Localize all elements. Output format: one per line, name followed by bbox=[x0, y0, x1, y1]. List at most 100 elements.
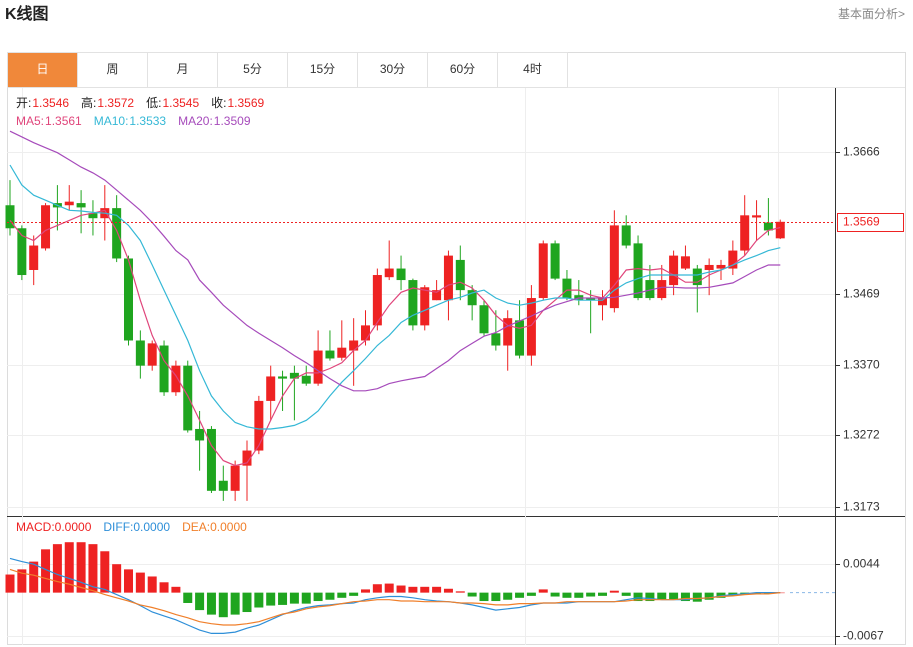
tab-label[interactable]: 15分 bbox=[310, 62, 335, 76]
macd-bar bbox=[64, 542, 74, 593]
legend-text: MA20: bbox=[178, 114, 213, 128]
macd-bar bbox=[266, 592, 276, 606]
y-tick-label: 1.3272 bbox=[843, 428, 880, 442]
macd-bar bbox=[135, 572, 145, 593]
candle-body bbox=[349, 340, 359, 351]
candle-body bbox=[728, 250, 738, 269]
candle-body bbox=[526, 298, 536, 356]
tab-label[interactable]: 60分 bbox=[450, 62, 475, 76]
legend-text: 低: bbox=[146, 96, 161, 110]
tab-label[interactable]: 周 bbox=[106, 62, 118, 76]
legend-text: 1.3509 bbox=[214, 114, 251, 128]
macd-bar bbox=[515, 592, 525, 598]
candle-body bbox=[680, 256, 690, 269]
macd-bar bbox=[716, 592, 726, 598]
widget-title: K线图 bbox=[5, 4, 49, 23]
macd-bar bbox=[550, 592, 560, 597]
macd-bar bbox=[230, 592, 240, 615]
y-tick-label: 1.3370 bbox=[843, 358, 880, 372]
candle-body bbox=[562, 278, 572, 299]
candle-body bbox=[266, 376, 276, 401]
candle-body bbox=[124, 258, 133, 341]
candle-body bbox=[112, 208, 122, 259]
candle-body bbox=[325, 350, 335, 359]
y-tick-label: 0.0044 bbox=[843, 557, 880, 571]
candle-body bbox=[716, 264, 726, 269]
macd-bar bbox=[100, 551, 110, 593]
macd-bar bbox=[479, 592, 489, 602]
macd-bar bbox=[752, 592, 762, 594]
candle-body bbox=[645, 280, 655, 299]
legend-text: 收: bbox=[211, 96, 226, 110]
legend-text: 1.3533 bbox=[129, 114, 166, 128]
tab-label[interactable]: 4时 bbox=[523, 62, 542, 76]
macd-bar bbox=[384, 583, 394, 593]
candle-body bbox=[361, 325, 370, 341]
tab-label[interactable]: 日 bbox=[36, 62, 48, 76]
candle-body bbox=[206, 428, 216, 491]
macd-bar bbox=[171, 586, 181, 593]
y-tick-label: 1.3469 bbox=[843, 287, 880, 301]
macd-bar bbox=[278, 592, 288, 605]
candle-body bbox=[609, 225, 619, 309]
indicator-line bbox=[9, 209, 781, 467]
macd-bar bbox=[242, 592, 252, 613]
candle-body bbox=[147, 343, 157, 366]
candle-body bbox=[301, 375, 311, 384]
candle-body bbox=[621, 225, 631, 246]
candle-body bbox=[443, 255, 453, 301]
tab-label[interactable]: 5分 bbox=[243, 62, 262, 76]
macd-bar bbox=[52, 544, 62, 593]
candle-body bbox=[289, 372, 299, 379]
candle-body bbox=[278, 376, 288, 379]
candle-body bbox=[598, 298, 607, 306]
candle-body bbox=[752, 215, 762, 218]
candle-body bbox=[17, 228, 27, 276]
candle-body bbox=[669, 255, 679, 286]
candle-body bbox=[372, 275, 382, 326]
macd-bar bbox=[41, 549, 51, 593]
tab-label[interactable]: 月 bbox=[176, 62, 188, 76]
tab[interactable] bbox=[217, 52, 288, 88]
macd-bar bbox=[88, 544, 98, 593]
candle-body bbox=[740, 215, 750, 251]
macd-bar bbox=[420, 586, 430, 593]
tab[interactable] bbox=[497, 52, 568, 88]
tab[interactable] bbox=[77, 52, 148, 88]
candle-body bbox=[479, 305, 489, 334]
candle-body bbox=[455, 259, 465, 291]
macd-bar bbox=[195, 592, 205, 611]
tab[interactable] bbox=[147, 52, 218, 88]
macd-bar bbox=[526, 592, 536, 596]
candle-body bbox=[657, 280, 667, 299]
macd-bar bbox=[206, 592, 216, 615]
macd-bar bbox=[609, 590, 619, 593]
tab[interactable] bbox=[287, 52, 358, 88]
macd-bar bbox=[124, 569, 133, 593]
macd-bar bbox=[455, 591, 465, 593]
indicator-line bbox=[9, 568, 781, 626]
tab-label[interactable]: 30分 bbox=[380, 62, 405, 76]
legend-text: 高: bbox=[81, 95, 96, 110]
candle-body bbox=[408, 280, 418, 326]
macd-bar bbox=[289, 592, 299, 604]
tab[interactable] bbox=[427, 52, 498, 88]
last-price-box bbox=[837, 213, 904, 232]
legend-text: MACD:0.0000 bbox=[16, 520, 92, 534]
candle-body bbox=[64, 201, 74, 206]
candle-body bbox=[503, 318, 513, 346]
candle-body bbox=[313, 350, 323, 384]
vertical-grid bbox=[22, 88, 779, 645]
macd-bar bbox=[76, 542, 86, 593]
macd-bar bbox=[372, 584, 382, 593]
candle-body bbox=[515, 320, 525, 356]
candle-body bbox=[88, 213, 98, 219]
fundamental-link[interactable]: 基本面分析> bbox=[838, 7, 905, 21]
macd-bar bbox=[538, 589, 548, 593]
macd-bar bbox=[254, 592, 264, 608]
candle-body bbox=[692, 268, 702, 286]
macd-bar bbox=[5, 574, 15, 593]
candle-body bbox=[396, 268, 406, 281]
tab[interactable] bbox=[7, 52, 78, 88]
